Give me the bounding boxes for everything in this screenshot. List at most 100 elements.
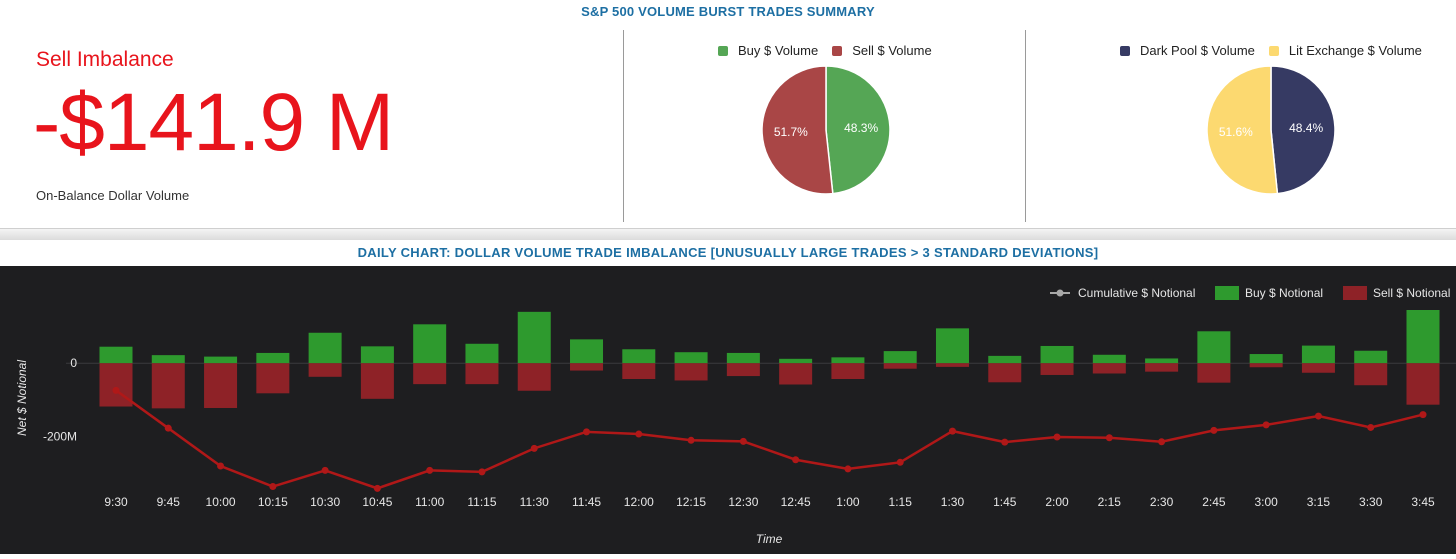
sell-notional-bar[interactable] bbox=[1406, 363, 1440, 405]
buy-notional-bar[interactable] bbox=[570, 339, 604, 364]
buy-notional-bar[interactable] bbox=[256, 352, 290, 364]
buy-notional-bar[interactable] bbox=[1145, 358, 1179, 364]
buy-sell-pie-chart: 48.3% 51.7% bbox=[761, 65, 891, 195]
sell-notional-bar[interactable] bbox=[308, 363, 342, 377]
buy-notional-bar[interactable] bbox=[99, 346, 133, 364]
cumulative-notional-point[interactable] bbox=[478, 468, 486, 476]
buy-notional-bar[interactable] bbox=[1197, 331, 1231, 364]
sell-notional-bar[interactable] bbox=[1197, 363, 1231, 383]
cumulative-notional-point[interactable] bbox=[217, 462, 225, 470]
dark-lit-pie-slice-lit-exchange-volume[interactable] bbox=[1206, 65, 1279, 195]
buy-notional-bar[interactable] bbox=[726, 352, 760, 364]
sell-notional-bar[interactable] bbox=[622, 363, 656, 379]
cumulative-notional-point[interactable] bbox=[112, 386, 120, 394]
cumulative-notional-point[interactable] bbox=[1158, 438, 1166, 446]
dark-lit-pie-slice-dark-pool-volume[interactable] bbox=[1270, 65, 1336, 195]
cumulative-notional-point[interactable] bbox=[426, 466, 434, 474]
legend-swatch-buy-notional bbox=[1215, 286, 1239, 300]
sell-notional-bar[interactable] bbox=[779, 363, 813, 385]
cumulative-notional-point[interactable] bbox=[321, 466, 329, 474]
summary-title: S&P 500 VOLUME BURST TRADES SUMMARY bbox=[0, 0, 1456, 25]
sell-notional-bar[interactable] bbox=[883, 363, 917, 369]
sell-notional-bar[interactable] bbox=[1092, 363, 1126, 374]
sell-notional-bar[interactable] bbox=[1040, 363, 1074, 375]
y-axis-label: Net $ Notional bbox=[15, 360, 29, 436]
cumulative-notional-point[interactable] bbox=[269, 483, 277, 491]
buy-sell-pie-slice-buy-volume[interactable] bbox=[825, 65, 891, 195]
x-axis-label: Time bbox=[756, 532, 783, 546]
legend-label-lit-exchange-volume: Lit Exchange $ Volume bbox=[1288, 43, 1422, 58]
sell-notional-bar[interactable] bbox=[935, 363, 969, 367]
buy-notional-bar[interactable] bbox=[465, 343, 499, 364]
buy-notional-bar[interactable] bbox=[883, 351, 917, 364]
buy-notional-bar[interactable] bbox=[360, 346, 394, 364]
buy-notional-bar[interactable] bbox=[674, 352, 708, 364]
buy-sell-pie-slice-sell-volume[interactable] bbox=[761, 65, 834, 195]
sell-notional-bar[interactable] bbox=[988, 363, 1022, 383]
sell-notional-bar[interactable] bbox=[1354, 363, 1388, 386]
cumulative-notional-point[interactable] bbox=[896, 458, 904, 466]
buy-notional-bar[interactable] bbox=[517, 311, 551, 364]
buy-notional-bar[interactable] bbox=[935, 328, 969, 364]
buy-sell-pie-label-sell-volume: 51.7% bbox=[774, 125, 808, 139]
legend-label-sell-notional[interactable]: Sell $ Notional bbox=[1373, 286, 1450, 300]
cumulative-notional-point[interactable] bbox=[373, 484, 381, 492]
buy-notional-bar[interactable] bbox=[1040, 345, 1074, 364]
cumulative-notional-point[interactable] bbox=[1053, 433, 1061, 441]
legend-item-sell-volume[interactable]: Sell $ Volume bbox=[832, 43, 932, 58]
cumulative-notional-point[interactable] bbox=[164, 424, 172, 432]
x-tick-label: 9:30 bbox=[104, 495, 128, 509]
sell-notional-bar[interactable] bbox=[360, 363, 394, 399]
sell-notional-bar[interactable] bbox=[517, 363, 551, 391]
buy-notional-bar[interactable] bbox=[1092, 354, 1126, 364]
sell-notional-bar[interactable] bbox=[674, 363, 708, 381]
cumulative-notional-point[interactable] bbox=[1001, 438, 1009, 446]
buy-notional-bar[interactable] bbox=[151, 355, 185, 364]
cumulative-notional-point[interactable] bbox=[844, 465, 852, 473]
sell-notional-bar[interactable] bbox=[831, 363, 865, 379]
cumulative-notional-point[interactable] bbox=[1419, 411, 1427, 419]
cumulative-notional-point[interactable] bbox=[1367, 423, 1375, 431]
cumulative-notional-point[interactable] bbox=[739, 437, 747, 445]
sell-notional-bar[interactable] bbox=[570, 363, 604, 371]
sell-notional-bar[interactable] bbox=[726, 363, 760, 377]
legend-item-lit-exchange-volume[interactable]: Lit Exchange $ Volume bbox=[1268, 43, 1422, 58]
buy-notional-bar[interactable] bbox=[308, 332, 342, 364]
buy-notional-bar[interactable] bbox=[1354, 350, 1388, 364]
buy-notional-bar[interactable] bbox=[831, 357, 865, 364]
cumulative-notional-point[interactable] bbox=[687, 436, 695, 444]
sell-notional-bar[interactable] bbox=[1301, 363, 1335, 373]
cumulative-notional-point[interactable] bbox=[792, 456, 800, 464]
legend-item-buy-volume[interactable]: Buy $ Volume bbox=[718, 43, 818, 58]
sell-notional-bar[interactable] bbox=[1249, 363, 1283, 368]
cumulative-notional-point[interactable] bbox=[1105, 434, 1113, 442]
cumulative-notional-point[interactable] bbox=[1314, 412, 1322, 420]
buy-notional-bar[interactable] bbox=[622, 349, 656, 364]
sell-notional-bar[interactable] bbox=[465, 363, 499, 385]
legend-label-buy-volume: Buy $ Volume bbox=[738, 43, 819, 58]
sell-notional-bar[interactable] bbox=[413, 363, 447, 385]
buy-notional-bar[interactable] bbox=[988, 355, 1022, 364]
buy-notional-bar[interactable] bbox=[1406, 310, 1440, 364]
cumulative-notional-point[interactable] bbox=[948, 427, 956, 435]
sell-notional-bar[interactable] bbox=[1145, 363, 1179, 372]
dark-lit-pie-label-dark-pool-volume: 48.4% bbox=[1289, 121, 1323, 135]
sell-notional-bar[interactable] bbox=[256, 363, 290, 394]
cumulative-notional-point[interactable] bbox=[635, 430, 643, 438]
cumulative-notional-point[interactable] bbox=[1210, 426, 1218, 434]
buy-notional-bar[interactable] bbox=[204, 356, 238, 364]
legend-label-cumulative[interactable]: Cumulative $ Notional bbox=[1078, 286, 1195, 300]
buy-notional-bar[interactable] bbox=[1249, 354, 1283, 364]
cumulative-notional-point[interactable] bbox=[530, 444, 538, 452]
legend-label-buy-notional[interactable]: Buy $ Notional bbox=[1245, 286, 1323, 300]
sell-notional-bar[interactable] bbox=[151, 363, 185, 409]
cumulative-notional-point[interactable] bbox=[1262, 421, 1270, 429]
buy-notional-bar[interactable] bbox=[1301, 345, 1335, 364]
dark-lit-pie-label-lit-exchange-volume: 51.6% bbox=[1219, 125, 1253, 139]
legend-item-dark-pool-volume[interactable]: Dark Pool $ Volume bbox=[1120, 43, 1255, 58]
cumulative-notional-point[interactable] bbox=[583, 428, 591, 436]
x-tick-label: 3:00 bbox=[1254, 495, 1278, 509]
buy-notional-bar[interactable] bbox=[413, 324, 447, 364]
buy-notional-bar[interactable] bbox=[779, 358, 813, 364]
sell-notional-bar[interactable] bbox=[204, 363, 238, 408]
